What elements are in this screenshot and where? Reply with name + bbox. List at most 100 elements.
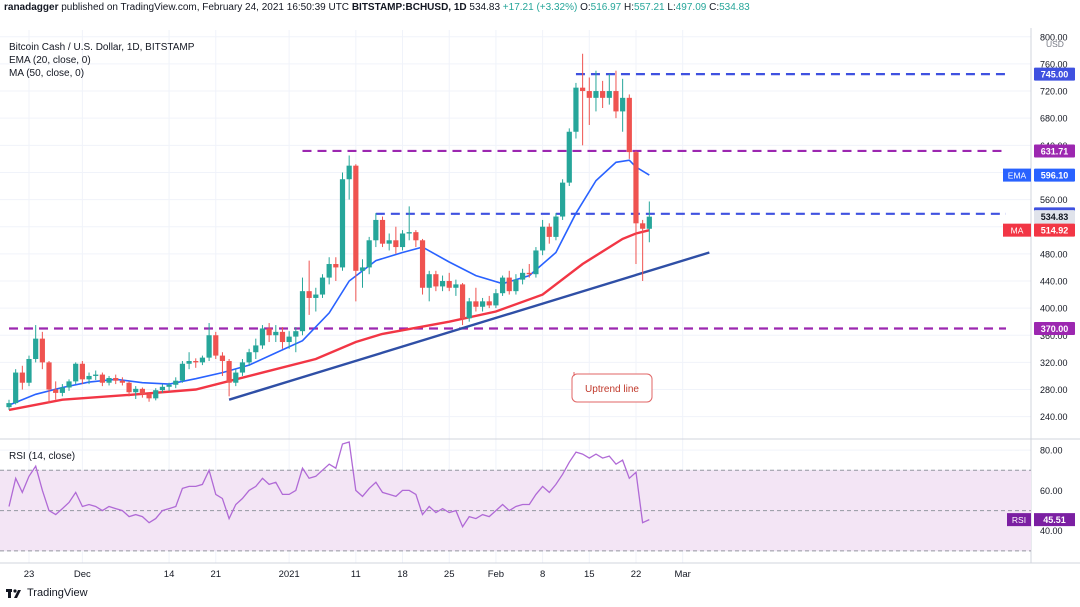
candle-body <box>39 338 45 363</box>
candle-body <box>646 216 652 229</box>
rsi-band <box>0 469 1031 552</box>
price-tick-label: 480.00 <box>1040 249 1068 259</box>
price-tick-label: 560.00 <box>1040 195 1068 205</box>
price-tag-box <box>1003 168 1031 182</box>
time-tick-label: Feb <box>488 569 504 580</box>
candle-body <box>106 377 112 383</box>
candle-body <box>159 386 166 391</box>
candle-body <box>173 380 179 385</box>
candle-body <box>26 358 32 383</box>
candle-body <box>633 152 639 224</box>
candle-body <box>626 97 632 153</box>
close-label: C: <box>709 2 720 13</box>
price-label-text: 514.92 <box>1041 226 1069 236</box>
publish-header: ranadagger published on TradingView.com,… <box>4 2 750 13</box>
time-tick-label: 22 <box>631 569 642 580</box>
candle-body <box>346 165 352 180</box>
candle-body <box>459 284 466 319</box>
uptrend-line <box>228 251 710 401</box>
price-tick-label: 680.00 <box>1040 114 1068 124</box>
candle-body <box>580 87 586 92</box>
brand-name: TradingView <box>27 587 88 599</box>
annotation-box <box>571 373 653 403</box>
price-change: +17.21 (+3.32%) <box>502 2 578 13</box>
price-tick-label: 400.00 <box>1040 304 1068 314</box>
candle-body <box>313 294 319 298</box>
price-tick-label: 280.00 <box>1040 385 1068 395</box>
candle-body <box>266 328 272 336</box>
price-tick-label: 320.00 <box>1040 358 1068 368</box>
candle-body <box>133 388 139 393</box>
candle-body <box>259 328 266 346</box>
ma50-line <box>8 229 650 412</box>
price-tick-label: 440.00 <box>1040 276 1068 286</box>
candle-body <box>499 277 506 294</box>
candle-body <box>600 91 606 98</box>
time-tick-label: 2021 <box>279 569 300 580</box>
open-value: 516.97 <box>590 2 622 13</box>
candle-body <box>366 240 372 268</box>
candle-body <box>273 331 279 336</box>
time-tick-label: 8 <box>540 569 545 580</box>
candle-body <box>613 91 619 112</box>
ma-line-group <box>8 229 650 412</box>
time-tick-label: 23 <box>24 569 35 580</box>
price-tick-label: 240.00 <box>1040 412 1068 422</box>
candle-body <box>59 387 65 393</box>
candle-body <box>279 331 286 343</box>
candle-body <box>399 233 406 248</box>
price-label-text: 596.10 <box>1041 171 1069 181</box>
candle-body <box>286 336 292 343</box>
price-label-box <box>1034 67 1075 81</box>
candle-body <box>186 361 192 364</box>
candle-body <box>6 403 12 408</box>
candle-body <box>466 301 472 319</box>
candle-body <box>553 216 559 237</box>
rsi-value-box <box>1034 513 1075 527</box>
candle-body <box>139 388 145 395</box>
rsi-tick-label: 60.00 <box>1040 486 1063 496</box>
price-tick-label: 800.00 <box>1040 32 1068 42</box>
high-value: 557.21 <box>634 2 665 13</box>
candle-body <box>519 272 526 280</box>
last-price: 534.83 <box>469 2 501 13</box>
candle-body <box>319 277 326 295</box>
candles-group <box>6 53 652 410</box>
candle-body <box>146 394 152 399</box>
candle-body <box>166 384 172 387</box>
candle-body <box>586 91 592 98</box>
price-tag-text: EMA <box>1008 171 1027 181</box>
price-label-text: 370.00 <box>1041 324 1069 334</box>
time-tick-label: 18 <box>397 569 408 580</box>
tradingview-logo-icon <box>6 588 21 598</box>
candle-body <box>219 355 226 362</box>
candle-body <box>606 91 612 98</box>
candle-body <box>433 274 439 287</box>
ema-legend: EMA (20, close, 0) <box>9 55 91 66</box>
candle-body <box>560 182 566 217</box>
candle-body <box>46 362 52 390</box>
candle-body <box>353 165 359 271</box>
candle-body <box>233 372 239 383</box>
price-label-box <box>1034 223 1075 237</box>
candle-body <box>533 250 539 275</box>
candle-body <box>33 338 39 359</box>
candle-body <box>113 377 119 381</box>
tradingview-footer[interactable]: TradingView <box>6 587 88 599</box>
rsi-tick-label: 40.00 <box>1040 526 1063 536</box>
candle-body <box>506 277 512 292</box>
symbol-label: BITSTAMP:BCHUSD, 1D <box>351 2 467 13</box>
candle-body <box>446 280 452 288</box>
candle-body <box>79 363 85 380</box>
price-label-box <box>1034 210 1075 224</box>
candle-body <box>226 361 232 383</box>
candle-body <box>199 357 206 363</box>
price-tick-label: 360.00 <box>1040 331 1068 341</box>
author-name: ranadagger <box>4 2 59 13</box>
time-tick-label: 15 <box>584 569 595 580</box>
rsi-title: RSI (14, close) <box>9 451 75 462</box>
candle-body <box>53 389 59 393</box>
candle-body <box>426 274 432 288</box>
time-tick-label: 14 <box>164 569 175 580</box>
